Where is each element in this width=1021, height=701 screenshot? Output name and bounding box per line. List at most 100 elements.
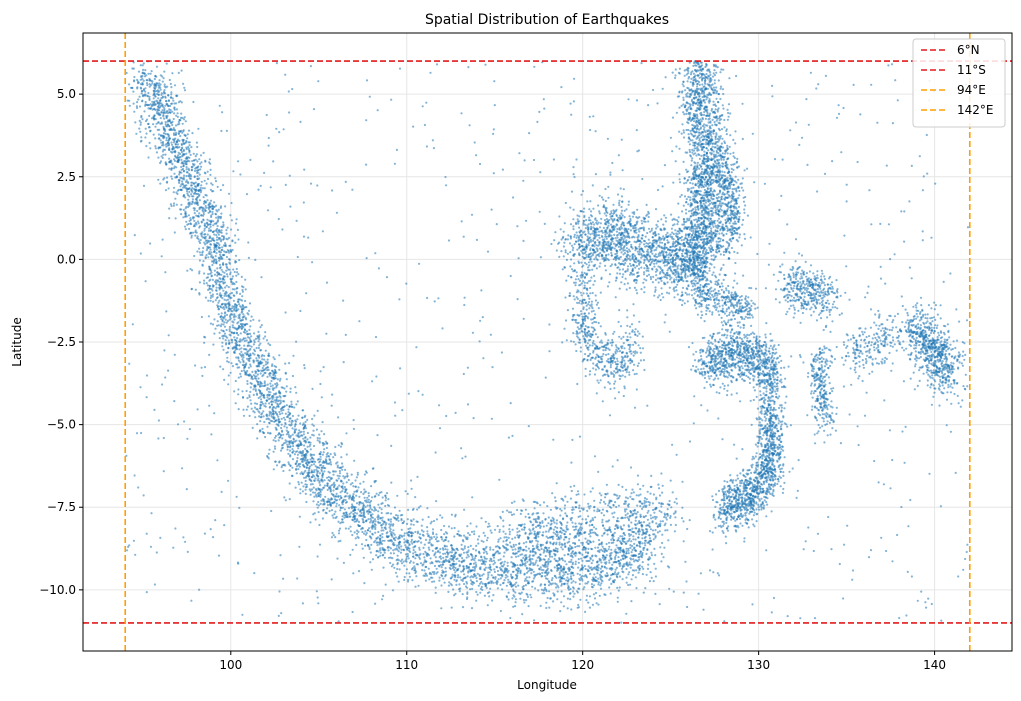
earthquake-point — [228, 295, 231, 298]
earthquake-point — [270, 400, 273, 404]
earthquake-point — [158, 102, 161, 105]
earthquake-point — [560, 601, 563, 604]
earthquake-point — [213, 269, 216, 272]
earthquake-point — [287, 411, 290, 414]
earthquake-point — [644, 544, 647, 547]
earthquake-point — [280, 447, 283, 450]
earthquake-point — [254, 416, 257, 419]
earthquake-point — [377, 518, 380, 521]
earthquake-point — [263, 354, 266, 357]
earthquake-point — [262, 337, 265, 340]
earthquake-point — [400, 528, 403, 531]
earthquake-point — [136, 106, 139, 110]
earthquake-point — [157, 112, 160, 116]
earthquake-point — [196, 196, 199, 199]
earthquake-point — [183, 89, 187, 92]
earthquake-point — [148, 141, 151, 144]
earthquake-point — [219, 292, 222, 295]
earthquake-point — [326, 507, 329, 510]
earthquake-point — [257, 354, 261, 357]
earthquake-point — [508, 524, 511, 527]
earthquake-point — [286, 448, 289, 451]
earthquake-point — [222, 368, 225, 371]
earthquake-point — [235, 310, 238, 313]
earthquake-point — [183, 116, 186, 119]
earthquake-point — [495, 551, 498, 554]
earthquake-point — [172, 99, 175, 102]
earthquake-point — [608, 526, 611, 529]
earthquake-point — [294, 486, 297, 489]
earthquake-point — [143, 75, 147, 78]
earthquake-point — [191, 181, 194, 184]
earthquake-point — [576, 606, 579, 609]
earthquake-point — [494, 577, 497, 580]
earthquake-point — [179, 176, 182, 179]
earthquake-point — [215, 289, 218, 292]
earthquake-point — [259, 372, 262, 375]
earthquake-point — [439, 555, 442, 558]
earthquake-point — [542, 525, 545, 528]
earthquake-point — [249, 365, 252, 368]
earthquake-point — [182, 150, 185, 153]
earthquake-point — [442, 571, 445, 574]
earthquake-point — [222, 282, 225, 285]
earthquake-point — [467, 571, 470, 574]
earthquake-point — [280, 423, 283, 426]
earthquake-point — [535, 573, 538, 576]
earthquake-point — [172, 202, 176, 205]
earthquake-point — [503, 536, 506, 539]
earthquake-point — [260, 394, 263, 397]
earthquake-point — [599, 587, 603, 590]
earthquake-point — [553, 496, 557, 499]
earthquake-point — [155, 65, 159, 68]
earthquake-point — [484, 520, 487, 523]
earthquake-point — [349, 553, 352, 557]
earthquake-point — [529, 550, 532, 554]
earthquake-point — [221, 280, 224, 283]
earthquake-point — [209, 278, 212, 281]
earthquake-point — [287, 452, 290, 455]
earthquake-point — [485, 539, 489, 542]
earthquake-point — [395, 559, 398, 562]
earthquake-point — [556, 564, 559, 567]
earthquake-point — [171, 145, 174, 148]
earthquake-point — [317, 504, 320, 507]
earthquake-point — [199, 154, 203, 157]
earthquake-point — [293, 430, 296, 433]
earthquake-point — [231, 305, 234, 308]
earthquake-point — [544, 575, 547, 578]
earthquake-point — [147, 72, 150, 75]
earthquake-point — [185, 184, 188, 187]
earthquake-point — [600, 541, 604, 544]
earthquake-point — [519, 597, 522, 600]
earthquake-point — [191, 269, 194, 272]
earthquake-point — [230, 362, 233, 365]
earthquake-point — [233, 318, 236, 321]
earthquake-point — [475, 525, 478, 528]
earthquake-point — [475, 590, 478, 594]
earthquake-point — [304, 436, 307, 439]
earthquake-point — [621, 557, 625, 560]
earthquake-point — [420, 524, 423, 527]
earthquake-point — [514, 548, 517, 551]
earthquake-point — [407, 533, 410, 537]
earthquake-point — [544, 562, 547, 565]
earthquake-point — [153, 77, 156, 81]
earthquake-point — [207, 288, 210, 291]
earthquake-point — [372, 525, 375, 528]
earthquake-point — [367, 518, 370, 521]
earthquake-point — [295, 472, 298, 475]
earthquake-point — [325, 442, 329, 445]
earthquake-point — [201, 187, 204, 190]
earthquake-point — [228, 318, 231, 321]
earthquake-point — [294, 386, 297, 389]
earthquake-point — [526, 560, 529, 563]
earthquake-point — [235, 274, 238, 277]
earthquake-point — [185, 146, 188, 149]
earthquake-point — [524, 557, 527, 560]
earthquake-point — [446, 532, 449, 535]
earthquake-point — [450, 513, 453, 516]
earthquake-point — [247, 366, 250, 369]
earthquake-point — [226, 356, 229, 359]
earthquake-point — [358, 495, 361, 498]
